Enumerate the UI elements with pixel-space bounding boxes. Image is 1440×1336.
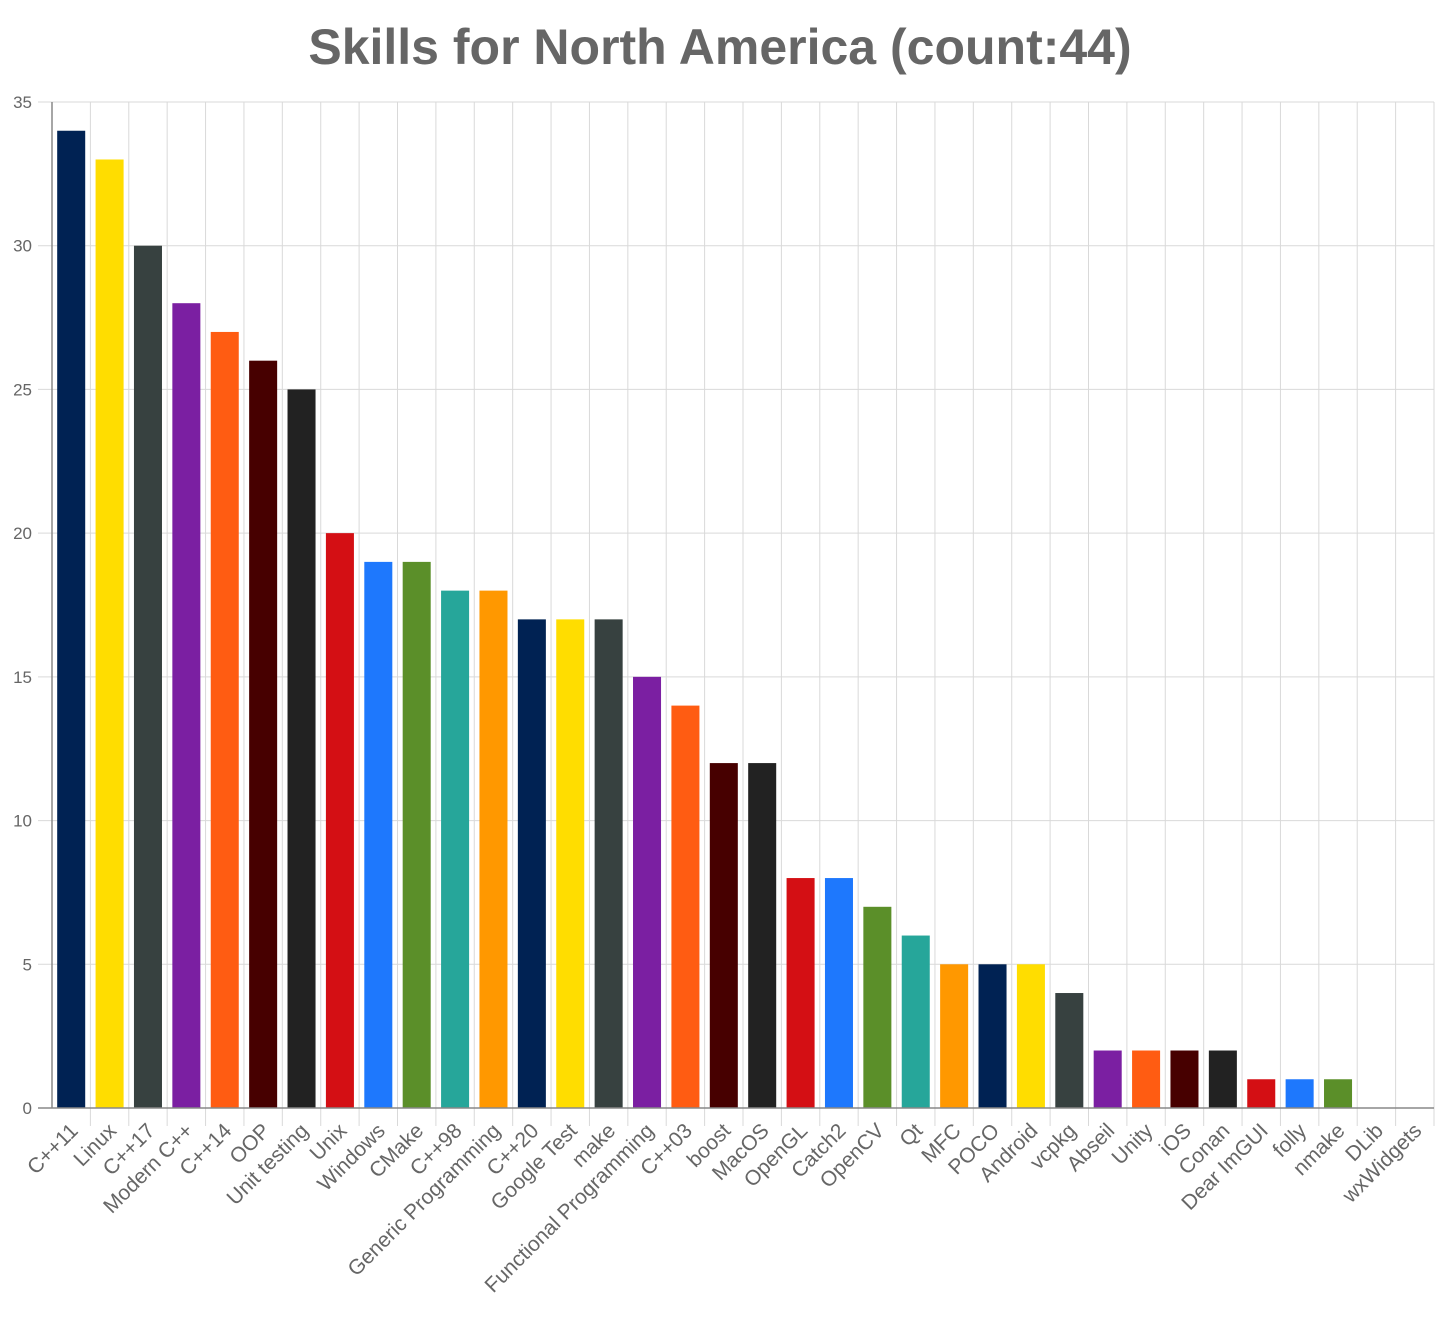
bar-c-14 bbox=[210, 331, 239, 1108]
bar-c-98 bbox=[441, 590, 470, 1108]
bar-unix bbox=[325, 533, 354, 1108]
bar-conan bbox=[1208, 1050, 1237, 1108]
bar-oop bbox=[249, 360, 278, 1109]
y-tick-label: 0 bbox=[23, 1099, 32, 1118]
y-tick-label: 15 bbox=[13, 668, 32, 687]
bar-c-11 bbox=[57, 130, 86, 1108]
bar-android bbox=[1016, 964, 1045, 1108]
bars bbox=[57, 130, 1353, 1109]
chart-title: Skills for North America (count:44) bbox=[308, 19, 1132, 75]
x-tick-label: Unity bbox=[1108, 1119, 1158, 1169]
bar-make bbox=[594, 619, 623, 1108]
bar-abseil bbox=[1093, 1050, 1122, 1108]
bar-c-17 bbox=[133, 245, 162, 1108]
bar-qt bbox=[901, 935, 930, 1108]
bar-linux bbox=[95, 159, 124, 1108]
y-tick-label: 30 bbox=[13, 237, 32, 256]
bar-catch2 bbox=[824, 878, 853, 1108]
bar-opengl bbox=[786, 878, 815, 1108]
bar-c-03 bbox=[671, 705, 700, 1108]
bar-unity bbox=[1132, 1050, 1161, 1108]
bar-macos bbox=[748, 763, 777, 1108]
bar-cmake bbox=[402, 561, 431, 1108]
y-axis-ticks: 0 5 10 15 20 25 30 35 bbox=[13, 93, 32, 1118]
bar-vcpkg bbox=[1055, 993, 1084, 1108]
axes bbox=[38, 102, 1434, 1109]
bar-boost bbox=[709, 763, 738, 1108]
bar-opencv bbox=[863, 906, 892, 1108]
bar-google-test bbox=[556, 619, 585, 1108]
bar-poco bbox=[978, 964, 1007, 1108]
y-tick-label: 20 bbox=[13, 524, 32, 543]
bar-ios bbox=[1170, 1050, 1199, 1108]
y-tick-label: 35 bbox=[13, 93, 32, 112]
bar-nmake bbox=[1324, 1079, 1353, 1108]
bar-windows bbox=[364, 561, 393, 1108]
bar-folly bbox=[1285, 1079, 1314, 1108]
bar-dear-imgui bbox=[1247, 1079, 1276, 1108]
y-tick-label: 10 bbox=[13, 812, 32, 831]
bar-functional-programming bbox=[633, 676, 662, 1108]
bar-modern-c- bbox=[172, 303, 201, 1108]
bar-unit-testing bbox=[287, 389, 316, 1108]
bar-mfc bbox=[940, 964, 969, 1108]
y-tick-label: 25 bbox=[13, 380, 32, 399]
y-tick-label: 5 bbox=[23, 955, 32, 974]
bar-c-20 bbox=[517, 619, 546, 1108]
bar-generic-programming bbox=[479, 590, 508, 1108]
